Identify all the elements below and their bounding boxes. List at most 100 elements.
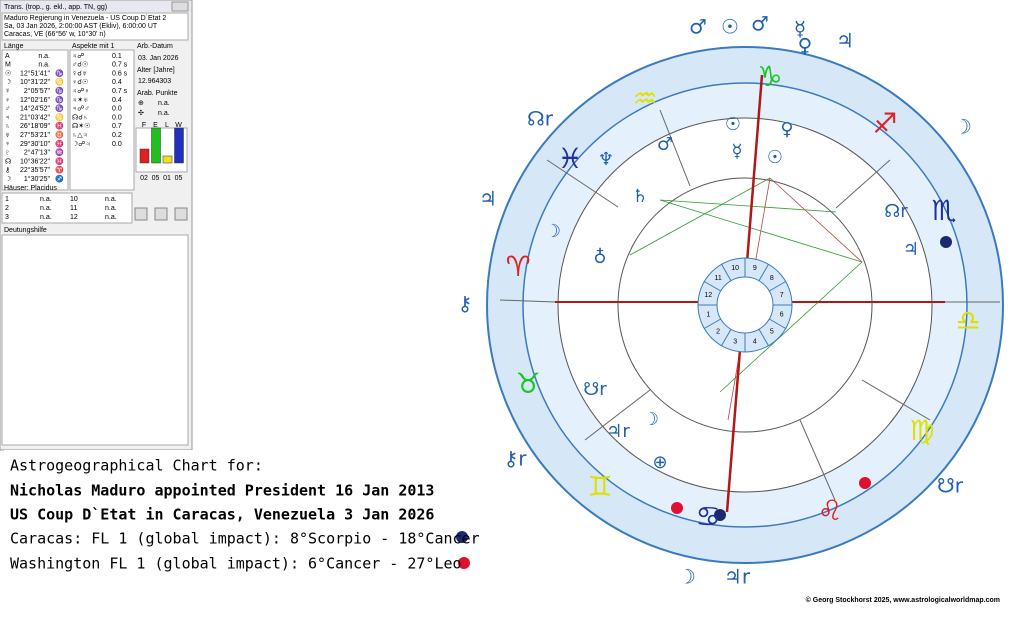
- planet-glyph: ☽: [643, 409, 659, 430]
- planet-sign: ♑: [55, 86, 64, 95]
- chart-wheel: [486, 46, 1004, 564]
- house-number: 2: [716, 329, 720, 336]
- aspect-orb: 0.2: [112, 132, 122, 139]
- house-cell: n.a.: [40, 205, 52, 212]
- planet-glyph: ♃: [5, 114, 10, 121]
- house-number: 1: [706, 312, 710, 319]
- house-divider: [768, 318, 786, 329]
- planet-glyph: ♃r: [724, 565, 751, 589]
- field-value: 12.964303: [138, 78, 171, 85]
- house-divider: [704, 281, 722, 292]
- copyright: © Georg Stockhorst 2025, www.astrologica…: [806, 596, 1000, 604]
- house-cell: 12: [70, 214, 78, 221]
- planet-glyph: ☊r: [884, 201, 908, 222]
- zodiac-sign: ♓: [557, 142, 582, 175]
- tool-button[interactable]: [174, 207, 188, 221]
- impact-dot: [940, 236, 952, 248]
- house-table: [1, 192, 133, 224]
- house-number: 5: [770, 329, 774, 336]
- aspect-glyphs: ♂☌☉: [72, 61, 88, 69]
- planet-longitude: 29°30'10": [20, 140, 50, 148]
- aspect-orb: 0.4: [112, 97, 122, 104]
- caption-line: Washington FL 1 (global impact): 6°Cance…: [10, 555, 462, 573]
- house-number: 3: [733, 339, 737, 346]
- planet-glyph: M: [5, 62, 11, 69]
- position-table: [1, 49, 69, 191]
- section-label: Deutungshilfe: [4, 227, 47, 234]
- aspect-glyphs: ♃✶♅: [72, 96, 88, 104]
- planet-glyph: ♇: [5, 150, 10, 157]
- element-bar: [139, 148, 150, 164]
- element-label: W: [175, 122, 182, 129]
- planet-glyph: ♀: [780, 119, 793, 140]
- zodiac-sign: ♐: [872, 107, 897, 140]
- house-cell: n.a.: [105, 214, 117, 221]
- house-cell: n.a.: [105, 196, 117, 203]
- planet-glyph: ♀: [5, 97, 10, 104]
- aspect-glyphs: ☊✶☉: [72, 122, 90, 130]
- planet-glyph: ☿: [794, 17, 806, 41]
- aspect-glyphs: ☿☌♅: [72, 69, 87, 77]
- planet-glyph: ♁: [593, 247, 606, 268]
- legend-dot: [458, 557, 470, 569]
- aspect-orb: 0.0: [112, 141, 122, 148]
- caption-line: Caracas: FL 1 (global impact): 8°Scorpio…: [10, 530, 480, 548]
- aspect-glyphs: ♃☍♂: [72, 105, 90, 113]
- house-cell: 11: [70, 205, 77, 212]
- planet-glyph: ☉: [5, 69, 11, 77]
- section-label: Häuser: Placidus: [4, 185, 57, 192]
- planet-glyph: ☽: [5, 78, 11, 86]
- house-divider: [721, 264, 732, 282]
- zodiac-sign: ♈: [505, 250, 530, 283]
- field-value: 03. Jan 2026: [138, 55, 179, 62]
- tool-button[interactable]: [154, 207, 168, 221]
- planet-sign: ♑: [55, 68, 64, 77]
- arab-cell: ⊕: [138, 100, 144, 107]
- caption-line: Nicholas Maduro appointed President 16 J…: [10, 482, 434, 500]
- planet-glyph: ♅: [5, 132, 10, 139]
- aspect-orb: 0.4: [112, 79, 122, 86]
- planet-glyph: ♃r: [606, 421, 630, 442]
- planet-glyph: ♂: [5, 106, 10, 113]
- close-button[interactable]: [171, 1, 189, 12]
- element-label: F: [142, 122, 146, 129]
- planet-glyph: ♄: [632, 186, 648, 207]
- field-label: Alter [Jahre]: [137, 67, 175, 74]
- planet-glyph: ☽: [545, 221, 561, 242]
- planet-longitude: 27°53'21": [20, 131, 50, 139]
- zodiac-sign: ♎: [955, 304, 980, 337]
- element-bar: [162, 155, 173, 164]
- arab-cell: n.a.: [158, 110, 170, 117]
- info-line: Caracas, VE (66°56' w, 10°30' n): [4, 30, 106, 38]
- house-cell: 1: [5, 196, 9, 203]
- house-number: 4: [753, 339, 757, 346]
- planet-sign: ♈: [55, 165, 64, 174]
- planet-glyph: ☽: [954, 115, 972, 139]
- info-box: [1, 12, 189, 41]
- aspect-orb: 0.7: [112, 123, 122, 130]
- zodiac-sign: ♍: [909, 414, 934, 447]
- planet-glyph: ♃: [479, 187, 497, 211]
- planet-sign: ♑: [55, 104, 64, 113]
- element-count: 01: [163, 175, 171, 182]
- element-label: E: [153, 122, 158, 129]
- panel-titlebar: [1, 1, 191, 12]
- house-number: 6: [780, 312, 784, 319]
- aspect-glyphs: ♀☌☉: [72, 78, 88, 86]
- planet-glyph: ♂: [751, 12, 769, 36]
- planet-sign: ♐: [55, 174, 64, 183]
- house-cusps: [499, 109, 1000, 501]
- zodiac-sign: ♉: [515, 367, 540, 400]
- planet-sign: ♓: [55, 156, 64, 165]
- element-bar: [151, 127, 161, 164]
- planet-sign: ♒: [55, 148, 64, 157]
- arab-cell: ✣: [138, 109, 144, 117]
- planet-longitude: 2°05'57": [24, 87, 51, 95]
- column-label: Aspekte mit 1: [72, 43, 115, 50]
- house-cell: n.a.: [40, 214, 52, 221]
- zodiac-sign: ♒: [632, 82, 657, 115]
- house-number: 8: [770, 275, 774, 282]
- tool-button[interactable]: [134, 207, 148, 221]
- planet-glyph: ☉: [725, 114, 741, 135]
